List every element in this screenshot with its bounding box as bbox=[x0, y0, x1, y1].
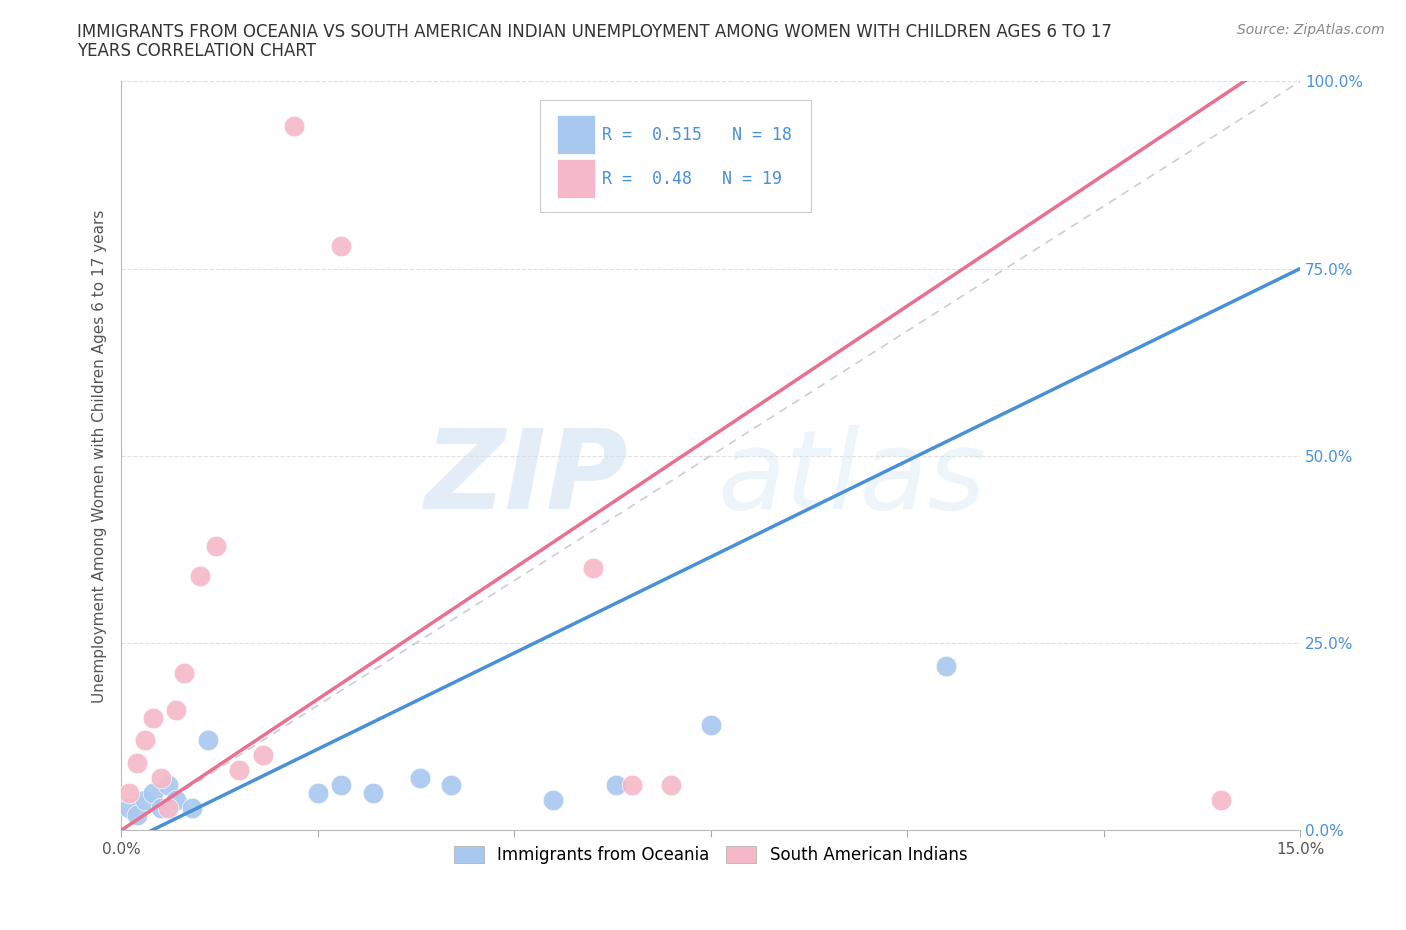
Text: Source: ZipAtlas.com: Source: ZipAtlas.com bbox=[1237, 23, 1385, 37]
Point bbox=[181, 801, 204, 816]
Point bbox=[543, 793, 565, 808]
Point bbox=[173, 666, 195, 681]
Point bbox=[440, 777, 463, 792]
Text: R =  0.515   N = 18: R = 0.515 N = 18 bbox=[602, 126, 792, 143]
Point bbox=[125, 808, 148, 823]
FancyBboxPatch shape bbox=[540, 100, 811, 212]
Point bbox=[118, 801, 141, 816]
Point bbox=[134, 733, 156, 748]
Point bbox=[134, 793, 156, 808]
Point bbox=[204, 538, 226, 553]
FancyBboxPatch shape bbox=[557, 159, 595, 198]
Point bbox=[330, 239, 353, 254]
Point bbox=[149, 770, 172, 785]
Text: YEARS CORRELATION CHART: YEARS CORRELATION CHART bbox=[77, 42, 316, 60]
Text: R =  0.48   N = 19: R = 0.48 N = 19 bbox=[602, 170, 782, 188]
Y-axis label: Unemployment Among Women with Children Ages 6 to 17 years: Unemployment Among Women with Children A… bbox=[93, 209, 107, 702]
Text: ZIP: ZIP bbox=[425, 425, 628, 532]
Point bbox=[157, 777, 180, 792]
Point bbox=[778, 112, 800, 126]
Point bbox=[935, 658, 957, 673]
Point bbox=[307, 786, 329, 801]
FancyBboxPatch shape bbox=[557, 115, 595, 154]
Point bbox=[659, 777, 682, 792]
Point bbox=[142, 711, 165, 725]
Point bbox=[165, 703, 187, 718]
Point bbox=[149, 801, 172, 816]
Point bbox=[1211, 793, 1233, 808]
Point bbox=[228, 763, 250, 777]
Point bbox=[157, 801, 180, 816]
Point bbox=[252, 748, 274, 763]
Point bbox=[361, 786, 384, 801]
Point bbox=[283, 119, 305, 134]
Point bbox=[605, 777, 627, 792]
Point bbox=[165, 793, 187, 808]
Text: IMMIGRANTS FROM OCEANIA VS SOUTH AMERICAN INDIAN UNEMPLOYMENT AMONG WOMEN WITH C: IMMIGRANTS FROM OCEANIA VS SOUTH AMERICA… bbox=[77, 23, 1112, 41]
Point bbox=[699, 718, 721, 733]
Text: atlas: atlas bbox=[717, 425, 987, 532]
Point bbox=[142, 786, 165, 801]
Point bbox=[118, 786, 141, 801]
Point bbox=[409, 770, 432, 785]
Legend: Immigrants from Oceania, South American Indians: Immigrants from Oceania, South American … bbox=[447, 839, 974, 870]
Point bbox=[197, 733, 219, 748]
Point bbox=[188, 568, 211, 583]
Point bbox=[621, 777, 644, 792]
Point bbox=[582, 561, 605, 576]
Point bbox=[125, 755, 148, 770]
Point bbox=[330, 777, 353, 792]
